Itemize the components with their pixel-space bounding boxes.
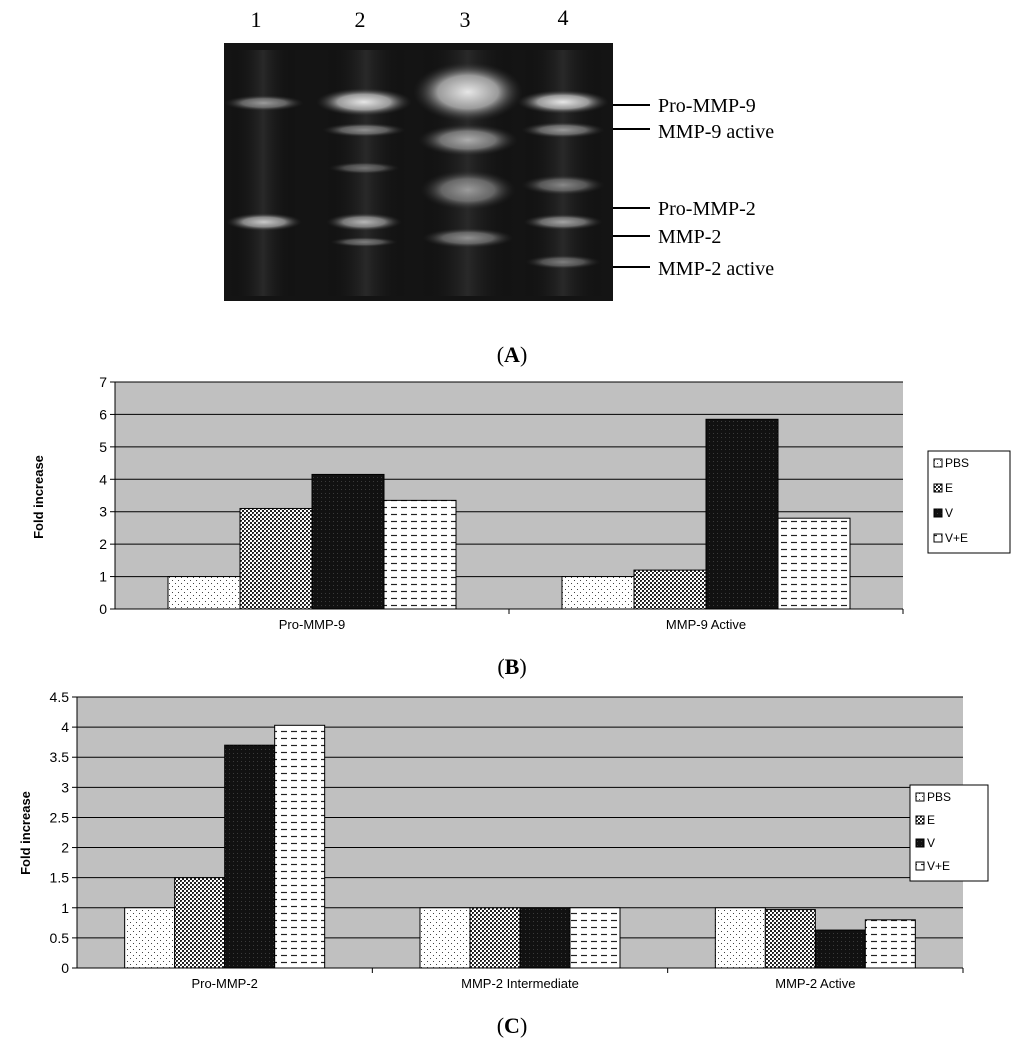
legend-label: PBS [945, 456, 969, 470]
y-tick-label: 0 [99, 601, 107, 617]
gel-band [525, 255, 601, 269]
band-label: MMP-9 active [658, 121, 774, 143]
x-category-label: Pro-MMP-2 [191, 976, 257, 991]
y-tick-label: 3 [99, 504, 107, 520]
y-tick-label: 7 [99, 374, 107, 390]
bar-v-plus-e [274, 724, 326, 969]
y-tick-label: 2 [61, 840, 69, 856]
legend-label: PBS [927, 790, 951, 804]
x-category-label: Pro-MMP-9 [279, 617, 345, 632]
gel-band [523, 214, 603, 230]
panel-caption: (A) [497, 342, 528, 367]
bar-v [224, 744, 276, 969]
chart-panel-b: 0 1 2 3 4 5 6 7 Pro-MMP-9 MMP-9 Active Fold incre… [31, 374, 1011, 679]
legend-swatch [915, 838, 925, 848]
x-category-label: MMP-9 Active [666, 617, 746, 632]
y-axis-label: Fold increase [31, 455, 46, 539]
lane-label: 4 [558, 5, 569, 30]
legend-swatch [915, 792, 925, 802]
y-tick-label: 2 [99, 536, 107, 552]
y-tick-label: 5 [99, 439, 107, 455]
bar-e [174, 877, 226, 969]
band-label: MMP-2 active [658, 258, 774, 280]
y-tick-label: 2.5 [50, 809, 70, 825]
bar-v [311, 473, 385, 610]
y-tick-label: 1.5 [50, 870, 70, 886]
gel-panel: 1 2 3 4 Pro-MMP-9 MMP-9 active Pro-MMP-2… [224, 5, 774, 367]
y-tick-label: 4 [99, 471, 107, 487]
bar-pbs [124, 907, 176, 969]
legend-swatch [933, 533, 943, 543]
legend-label: E [945, 481, 953, 495]
gel-band [316, 88, 412, 116]
y-axis-label: Fold increase [18, 791, 33, 875]
bar-pbs [419, 907, 471, 969]
gel-band [420, 170, 516, 210]
gel-band [322, 123, 406, 137]
bar-e [764, 909, 816, 969]
panel-caption: (C) [497, 1013, 528, 1038]
y-tick-label: 0 [61, 960, 69, 976]
bar-v [519, 907, 571, 969]
gel-lane [229, 50, 297, 296]
legend-swatch [915, 861, 925, 871]
y-tick-label: 4 [61, 719, 69, 735]
bar-v-plus-e [569, 907, 621, 969]
legend-label: V [945, 506, 953, 520]
y-tick-label: 3.5 [50, 749, 70, 765]
gel-band [328, 162, 400, 174]
bar-pbs [167, 576, 241, 610]
bar-pbs [561, 576, 635, 610]
bar-v-plus-e [777, 517, 851, 610]
gel-band [422, 228, 514, 248]
gel-band [521, 122, 605, 138]
bar-v [814, 929, 866, 969]
band-label: Pro-MMP-9 [658, 95, 756, 117]
legend-swatch [933, 483, 943, 493]
gel-band [226, 213, 302, 231]
gel-band [521, 175, 605, 195]
x-category-label: MMP-2 Intermediate [461, 976, 579, 991]
lane-label: 3 [460, 7, 471, 32]
legend-label: E [927, 813, 935, 827]
legend-label: V+E [927, 859, 950, 873]
y-tick-label: 4.5 [50, 689, 70, 705]
bar-v [705, 418, 779, 610]
gel-band [326, 213, 402, 231]
y-tick-label: 6 [99, 406, 107, 422]
lane-label: 1 [251, 7, 262, 32]
legend-swatch [933, 458, 943, 468]
gel-band [413, 62, 523, 122]
legend-swatch [915, 815, 925, 825]
gel-band [418, 124, 518, 156]
legend-label: V [927, 836, 935, 850]
y-tick-label: 1 [99, 569, 107, 585]
gel-band [330, 237, 398, 247]
legend: PBS EV V+E [927, 450, 1011, 554]
gel-band [517, 90, 609, 114]
gel-band [224, 95, 304, 111]
legend: PBS EV V+E [909, 784, 989, 882]
y-tick-label: 3 [61, 779, 69, 795]
panel-caption: (B) [497, 654, 526, 679]
bar-e [633, 569, 707, 610]
chart-panel-c: 0 0.5 1 1.5 2 2.5 3 3.5 4 4.5 Pro-MMP-2 MMP-2 Inter… [18, 689, 989, 1038]
bar-pbs [714, 907, 766, 969]
legend-label: V+E [945, 531, 968, 545]
bar-e [469, 907, 521, 969]
y-tick-label: 1 [61, 900, 69, 916]
legend-swatch [933, 508, 943, 518]
band-label: Pro-MMP-2 [658, 198, 756, 220]
bar-v-plus-e [864, 919, 916, 969]
bar-v-plus-e [383, 499, 457, 610]
bar-e [239, 507, 313, 610]
x-category-label: MMP-2 Active [775, 976, 855, 991]
lane-label: 2 [355, 7, 366, 32]
band-label: MMP-2 [658, 226, 721, 248]
y-tick-label: 0.5 [50, 930, 70, 946]
